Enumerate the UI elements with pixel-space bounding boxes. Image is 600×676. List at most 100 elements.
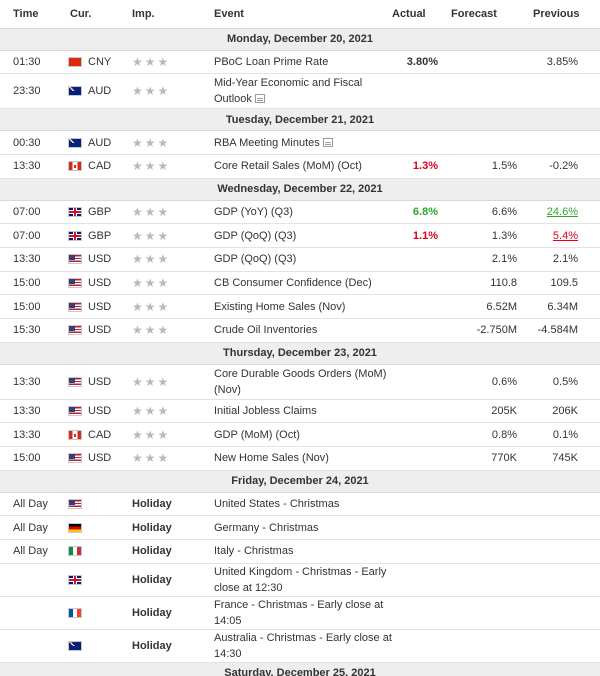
date-header-row: Wednesday, December 22, 2021 bbox=[0, 177, 600, 201]
event-name[interactable]: CB Consumer Confidence (Dec) bbox=[214, 276, 372, 289]
event-name-cell[interactable]: United Kingdom - Christmas - Early close… bbox=[210, 563, 392, 597]
holiday-row[interactable]: All Day Holiday Italy - Christmas bbox=[0, 539, 600, 564]
previous-value-cell: -4.584M bbox=[519, 318, 600, 343]
holiday-row[interactable]: All Day Holiday Germany - Christmas bbox=[0, 515, 600, 541]
event-name[interactable]: GDP (MoM) (Oct) bbox=[214, 428, 300, 441]
event-name-cell[interactable]: New Home Sales (Nov) bbox=[210, 446, 392, 471]
event-name-cell[interactable]: Italy - Christmas bbox=[210, 539, 392, 564]
event-row[interactable]: 23:30 AUD ★★★ Mid-Year Economic and Fiscal … bbox=[0, 73, 600, 110]
forecast-value bbox=[444, 515, 519, 541]
event-name-cell[interactable]: United States - Christmas bbox=[210, 492, 392, 517]
event-name-cell[interactable]: CB Consumer Confidence (Dec) bbox=[210, 271, 392, 296]
event-time: 07:00 bbox=[0, 223, 64, 248]
event-currency bbox=[64, 492, 130, 517]
date-label: Thursday, December 23, 2021 bbox=[0, 341, 600, 365]
document-icon[interactable] bbox=[254, 94, 265, 104]
event-name[interactable]: Italy - Christmas bbox=[214, 545, 294, 558]
event-row[interactable]: 13:30 CAD ★★★ Core Retail Sales (MoM) (Oct)… bbox=[0, 154, 600, 179]
event-name-cell[interactable]: RBA Meeting Minutes bbox=[210, 130, 392, 155]
event-row[interactable]: 15:00 USD ★★★ CB Consumer Confidence (Dec) 1… bbox=[0, 271, 600, 296]
event-name[interactable]: GDP (QoQ) (Q3) bbox=[214, 229, 297, 242]
event-name[interactable]: GDP (YoY) (Q3) bbox=[214, 205, 293, 218]
event-row[interactable]: 07:00 GBP ★★★ GDP (YoY) (Q3) 6.8% 6.6% 24.6% bbox=[0, 200, 600, 225]
event-row[interactable]: 13:30 USD ★★★ Initial Jobless Claims 205K 206… bbox=[0, 399, 600, 424]
event-name-cell[interactable]: GDP (MoM) (Oct) bbox=[210, 422, 392, 448]
previous-value[interactable]: 5.4% bbox=[552, 229, 578, 242]
actual-value-cell: 1.3% bbox=[392, 154, 444, 179]
event-row[interactable]: 01:30 CNY ★★★ PBoC Loan Prime Rate 3.80% 3.85… bbox=[0, 50, 600, 75]
event-name-cell[interactable]: Existing Home Sales (Nov) bbox=[210, 294, 392, 319]
event-name-cell[interactable]: Mid-Year Economic and Fiscal Outlook bbox=[210, 73, 392, 110]
actual-value-cell bbox=[392, 596, 444, 630]
actual-value-cell bbox=[392, 73, 444, 110]
document-icon[interactable] bbox=[322, 137, 333, 147]
event-currency: USD bbox=[64, 247, 130, 272]
event-row[interactable]: 13:30 USD ★★★ GDP (QoQ) (Q3) 2.1% 2.1% bbox=[0, 247, 600, 272]
event-name[interactable]: Mid-Year Economic and Fiscal Outlook bbox=[214, 77, 363, 106]
forecast-value bbox=[444, 539, 519, 564]
event-row[interactable]: 07:00 GBP ★★★ GDP (QoQ) (Q3) 1.1% 1.3% 5.4% bbox=[0, 223, 600, 248]
holiday-row[interactable]: Holiday France - Christmas - Early close … bbox=[0, 596, 600, 630]
event-currency bbox=[64, 515, 130, 541]
event-name-cell[interactable]: Crude Oil Inventories bbox=[210, 318, 392, 343]
event-name-cell[interactable]: PBoC Loan Prime Rate bbox=[210, 50, 392, 75]
previous-value: 0.5% bbox=[552, 375, 578, 388]
event-row[interactable]: 15:30 USD ★★★ Crude Oil Inventories -2.750M -… bbox=[0, 318, 600, 343]
forecast-value bbox=[444, 563, 519, 597]
event-name[interactable]: Existing Home Sales (Nov) bbox=[214, 300, 346, 313]
date-header-row: Friday, December 24, 2021 bbox=[0, 469, 600, 493]
event-name-cell[interactable]: Core Durable Goods Orders (MoM) (Nov) bbox=[210, 364, 392, 400]
holiday-row[interactable]: Holiday Australia - Christmas - Early clo… bbox=[0, 629, 600, 663]
country-flag-icon bbox=[68, 640, 82, 651]
event-name-cell[interactable]: Initial Jobless Claims bbox=[210, 399, 392, 424]
event-name[interactable]: PBoC Loan Prime Rate bbox=[214, 55, 329, 68]
date-label: Wednesday, December 22, 2021 bbox=[0, 177, 600, 201]
event-row[interactable]: 15:00 USD ★★★ Existing Home Sales (Nov) 6.52… bbox=[0, 294, 600, 319]
importance-stars-icon: ★★★ bbox=[130, 446, 210, 471]
event-row[interactable]: 13:30 CAD ★★★ GDP (MoM) (Oct) 0.8% 0.1% bbox=[0, 422, 600, 448]
event-name[interactable]: France - Christmas - Early close at 14:0… bbox=[214, 598, 384, 627]
previous-value[interactable]: 24.6% bbox=[546, 205, 578, 218]
event-name-cell[interactable]: GDP (YoY) (Q3) bbox=[210, 200, 392, 225]
forecast-value: 6.52M bbox=[444, 294, 519, 319]
event-name-cell[interactable]: GDP (QoQ) (Q3) bbox=[210, 247, 392, 272]
event-name-cell[interactable]: Australia - Christmas - Early close at 1… bbox=[210, 629, 392, 663]
event-name[interactable]: Germany - Christmas bbox=[214, 521, 319, 534]
event-name[interactable]: RBA Meeting Minutes bbox=[214, 136, 320, 149]
actual-value-cell: 1.1% bbox=[392, 223, 444, 248]
event-currency: GBP bbox=[64, 223, 130, 248]
country-flag-icon bbox=[68, 325, 82, 336]
country-flag-icon bbox=[68, 206, 82, 217]
currency-wrap bbox=[64, 607, 130, 618]
event-name[interactable]: New Home Sales (Nov) bbox=[214, 452, 329, 465]
currency-column-header: Cur. bbox=[64, 0, 130, 29]
currency-code: AUD bbox=[88, 85, 112, 98]
importance-stars-icon: ★★★ bbox=[130, 422, 210, 448]
event-currency: GBP bbox=[64, 200, 130, 225]
forecast-value: 2.1% bbox=[444, 247, 519, 272]
previous-value-cell: 5.4% bbox=[519, 223, 600, 248]
event-name[interactable]: United Kingdom - Christmas - Early close… bbox=[214, 565, 387, 594]
event-row[interactable]: 15:00 USD ★★★ New Home Sales (Nov) 770K 745K bbox=[0, 446, 600, 471]
holiday-row[interactable]: Holiday United Kingdom - Christmas - Earl… bbox=[0, 563, 600, 597]
event-name-cell[interactable]: France - Christmas - Early close at 14:0… bbox=[210, 596, 392, 630]
event-row[interactable]: 00:30 AUD ★★★ RBA Meeting Minutes bbox=[0, 130, 600, 155]
event-name[interactable]: GDP (QoQ) (Q3) bbox=[214, 253, 297, 266]
event-name-cell[interactable]: Core Retail Sales (MoM) (Oct) bbox=[210, 154, 392, 179]
event-name-cell[interactable]: GDP (QoQ) (Q3) bbox=[210, 223, 392, 248]
event-name[interactable]: Initial Jobless Claims bbox=[214, 405, 317, 418]
country-flag-icon bbox=[68, 499, 82, 510]
event-name[interactable]: Core Retail Sales (MoM) (Oct) bbox=[214, 160, 362, 173]
event-row[interactable]: 13:30 USD ★★★ Core Durable Goods Orders (Mo… bbox=[0, 364, 600, 400]
actual-value-cell bbox=[392, 563, 444, 597]
previous-value: 0.1% bbox=[552, 428, 578, 441]
event-name[interactable]: United States - Christmas bbox=[214, 498, 340, 511]
holiday-row[interactable]: All Day Holiday United States - Christmas bbox=[0, 492, 600, 517]
event-name[interactable]: Core Durable Goods Orders (MoM) (Nov) bbox=[214, 367, 387, 396]
previous-value-cell: -0.2% bbox=[519, 154, 600, 179]
event-name[interactable]: Australia - Christmas - Early close at 1… bbox=[214, 631, 392, 660]
event-name-cell[interactable]: Germany - Christmas bbox=[210, 515, 392, 541]
event-name[interactable]: Crude Oil Inventories bbox=[214, 324, 318, 337]
actual-value: 6.8% bbox=[412, 205, 438, 218]
forecast-value: 0.8% bbox=[444, 422, 519, 448]
